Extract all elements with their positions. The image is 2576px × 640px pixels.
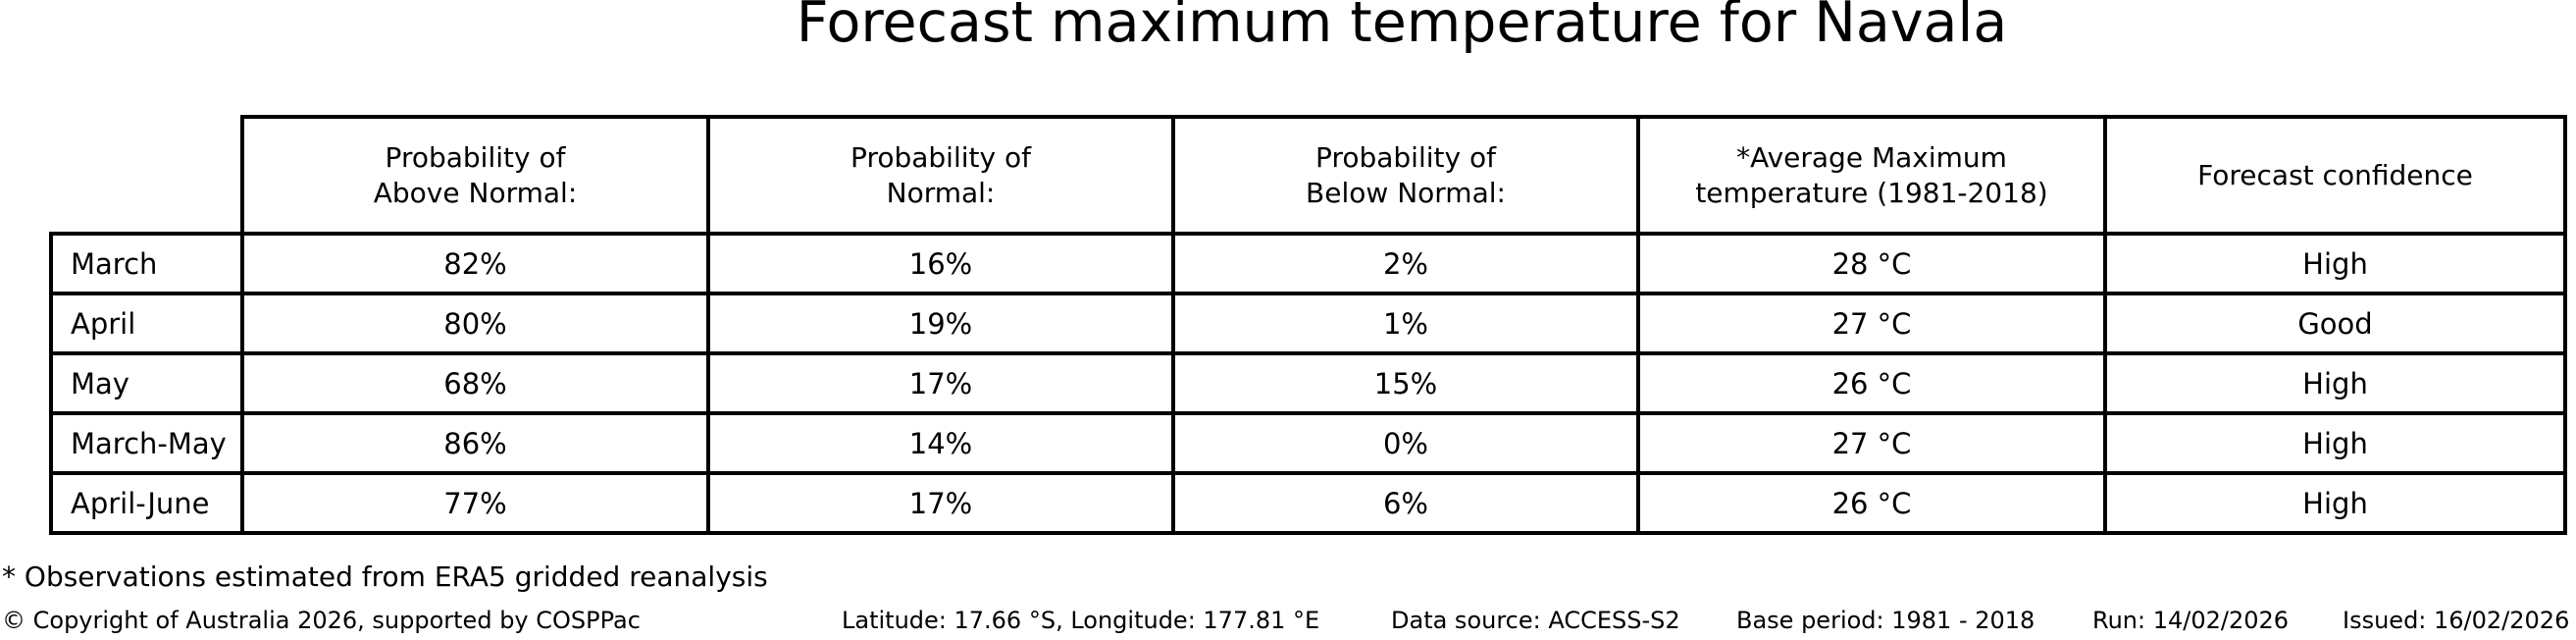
run-date-text: Run: 14/02/2026 bbox=[2092, 607, 2290, 634]
header-prob-below: Probability of Below Normal: bbox=[1171, 115, 1640, 236]
header-avg-max-temp: *Average Maximum temperature (1981-2018) bbox=[1636, 115, 2107, 236]
row-label: May bbox=[49, 351, 244, 415]
cell-confidence: High bbox=[2103, 471, 2567, 535]
header-blank-cell bbox=[51, 117, 242, 234]
table-row: April 80% 19% 1% 27 °C Good bbox=[49, 292, 2567, 355]
cell-confidence: High bbox=[2103, 411, 2567, 475]
cell-prob-below: 6% bbox=[1171, 471, 1640, 535]
cell-avg-max-temp: 26 °C bbox=[1636, 471, 2107, 535]
row-label: March-May bbox=[49, 411, 244, 475]
table-row: April-June 77% 17% 6% 26 °C High bbox=[49, 471, 2567, 535]
cell-prob-normal: 14% bbox=[706, 411, 1175, 475]
cell-prob-normal: 17% bbox=[706, 471, 1175, 535]
cell-confidence: High bbox=[2103, 232, 2567, 295]
row-label: April bbox=[49, 292, 244, 355]
observations-footnote: * Observations estimated from ERA5 gridd… bbox=[2, 560, 768, 593]
copyright-text: © Copyright of Australia 2026, supported… bbox=[2, 607, 641, 634]
table-row: March 82% 16% 2% 28 °C High bbox=[49, 232, 2567, 295]
location-text: Latitude: 17.66 °S, Longitude: 177.81 °E bbox=[842, 607, 1320, 634]
base-period-text: Base period: 1981 - 2018 bbox=[1736, 607, 2035, 634]
cell-prob-below: 15% bbox=[1171, 351, 1640, 415]
cell-prob-above: 86% bbox=[240, 411, 710, 475]
cell-confidence: Good bbox=[2103, 292, 2567, 355]
cell-avg-max-temp: 27 °C bbox=[1636, 411, 2107, 475]
row-label: April-June bbox=[49, 471, 244, 535]
cell-avg-max-temp: 28 °C bbox=[1636, 232, 2107, 295]
table-header-row: Probability of Above Normal: Probability… bbox=[51, 115, 2567, 236]
issued-date-text: Issued: 16/02/2026 bbox=[2343, 607, 2570, 634]
cell-prob-below: 2% bbox=[1171, 232, 1640, 295]
row-label: March bbox=[49, 232, 244, 295]
cell-confidence: High bbox=[2103, 351, 2567, 415]
forecast-table: Probability of Above Normal: Probability… bbox=[49, 115, 2567, 535]
cell-prob-above: 68% bbox=[240, 351, 710, 415]
header-prob-above: Probability of Above Normal: bbox=[240, 115, 710, 236]
cell-avg-max-temp: 27 °C bbox=[1636, 292, 2107, 355]
header-forecast-confidence: Forecast confidence bbox=[2103, 115, 2567, 236]
cell-prob-below: 1% bbox=[1171, 292, 1640, 355]
table-row: March-May 86% 14% 0% 27 °C High bbox=[49, 411, 2567, 475]
cell-prob-above: 80% bbox=[240, 292, 710, 355]
cell-prob-normal: 17% bbox=[706, 351, 1175, 415]
cell-prob-above: 82% bbox=[240, 232, 710, 295]
cell-prob-above: 77% bbox=[240, 471, 710, 535]
footer-bar: © Copyright of Australia 2026, supported… bbox=[0, 607, 2576, 640]
data-source-text: Data source: ACCESS-S2 bbox=[1391, 607, 1680, 634]
table-row: May 68% 17% 15% 26 °C High bbox=[49, 351, 2567, 415]
cell-avg-max-temp: 26 °C bbox=[1636, 351, 2107, 415]
header-prob-normal: Probability of Normal: bbox=[706, 115, 1175, 236]
figure-title: Forecast maximum temperature for Navala bbox=[796, 0, 2008, 55]
cell-prob-normal: 19% bbox=[706, 292, 1175, 355]
cell-prob-normal: 16% bbox=[706, 232, 1175, 295]
cell-prob-below: 0% bbox=[1171, 411, 1640, 475]
